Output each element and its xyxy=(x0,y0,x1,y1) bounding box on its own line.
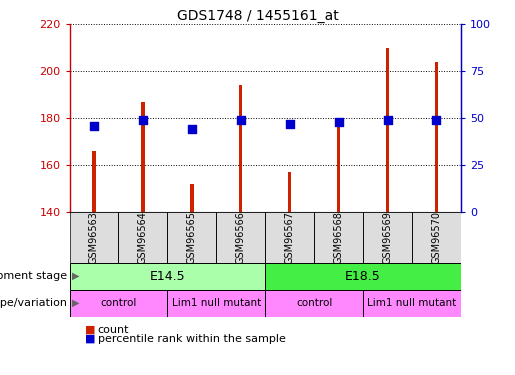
Text: GSM96568: GSM96568 xyxy=(334,211,344,264)
Bar xyxy=(70,262,265,290)
Point xyxy=(432,117,440,123)
Text: E18.5: E18.5 xyxy=(345,270,381,282)
Text: E14.5: E14.5 xyxy=(149,270,185,282)
Text: ▶: ▶ xyxy=(72,271,80,281)
Text: count: count xyxy=(98,325,129,334)
Bar xyxy=(386,48,389,212)
Point xyxy=(139,117,147,123)
Text: percentile rank within the sample: percentile rank within the sample xyxy=(98,334,286,344)
Point xyxy=(285,121,294,127)
Text: GSM96570: GSM96570 xyxy=(432,211,441,264)
Bar xyxy=(363,290,461,316)
FancyBboxPatch shape xyxy=(167,212,216,262)
Text: GDS1748 / 1455161_at: GDS1748 / 1455161_at xyxy=(177,9,338,23)
Point xyxy=(236,117,245,123)
Text: development stage: development stage xyxy=(0,271,67,281)
Text: genotype/variation: genotype/variation xyxy=(0,298,67,308)
Text: ■: ■ xyxy=(85,325,95,334)
FancyBboxPatch shape xyxy=(70,212,118,262)
Text: GSM96567: GSM96567 xyxy=(285,211,295,264)
Text: ▶: ▶ xyxy=(72,298,80,308)
Text: Lim1 null mutant: Lim1 null mutant xyxy=(367,298,457,308)
Bar xyxy=(435,62,438,212)
Bar xyxy=(288,172,291,212)
Point xyxy=(90,123,98,129)
Bar xyxy=(239,86,243,212)
Text: Lim1 null mutant: Lim1 null mutant xyxy=(171,298,261,308)
FancyBboxPatch shape xyxy=(118,212,167,262)
Point xyxy=(383,117,391,123)
Bar xyxy=(265,290,363,316)
Point xyxy=(335,119,343,125)
FancyBboxPatch shape xyxy=(412,212,461,262)
Text: GSM96564: GSM96564 xyxy=(138,211,148,264)
FancyBboxPatch shape xyxy=(265,212,314,262)
Point xyxy=(187,126,196,132)
Bar xyxy=(92,151,96,212)
Bar xyxy=(265,262,461,290)
Text: GSM96565: GSM96565 xyxy=(187,211,197,264)
Text: GSM96569: GSM96569 xyxy=(383,211,392,264)
Text: ■: ■ xyxy=(85,334,95,344)
Text: control: control xyxy=(100,298,136,308)
FancyBboxPatch shape xyxy=(314,212,363,262)
Bar xyxy=(190,184,194,212)
Text: GSM96566: GSM96566 xyxy=(236,211,246,264)
Bar xyxy=(337,125,340,212)
Bar xyxy=(167,290,265,316)
Bar xyxy=(70,290,167,316)
Bar xyxy=(141,102,145,212)
FancyBboxPatch shape xyxy=(363,212,412,262)
Text: GSM96563: GSM96563 xyxy=(89,211,99,264)
Text: control: control xyxy=(296,298,332,308)
FancyBboxPatch shape xyxy=(216,212,265,262)
